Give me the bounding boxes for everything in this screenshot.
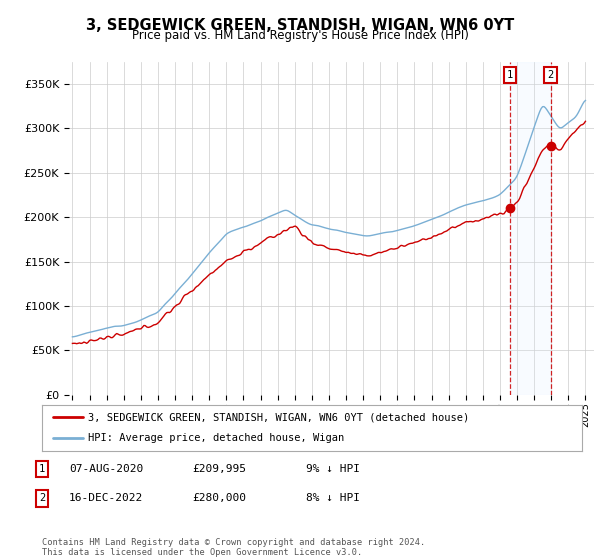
Text: £280,000: £280,000 <box>192 493 246 503</box>
Text: 8% ↓ HPI: 8% ↓ HPI <box>306 493 360 503</box>
Text: £209,995: £209,995 <box>192 464 246 474</box>
Text: 1: 1 <box>39 464 45 474</box>
Text: 07-AUG-2020: 07-AUG-2020 <box>69 464 143 474</box>
Text: 9% ↓ HPI: 9% ↓ HPI <box>306 464 360 474</box>
Text: 16-DEC-2022: 16-DEC-2022 <box>69 493 143 503</box>
Bar <box>510 62 551 395</box>
Text: 1: 1 <box>507 70 514 80</box>
Text: 3, SEDGEWICK GREEN, STANDISH, WIGAN, WN6 0YT: 3, SEDGEWICK GREEN, STANDISH, WIGAN, WN6… <box>86 18 514 34</box>
Text: 3, SEDGEWICK GREEN, STANDISH, WIGAN, WN6 0YT (detached house): 3, SEDGEWICK GREEN, STANDISH, WIGAN, WN6… <box>88 412 469 422</box>
Text: 2: 2 <box>39 493 45 503</box>
Text: Contains HM Land Registry data © Crown copyright and database right 2024.
This d: Contains HM Land Registry data © Crown c… <box>42 538 425 557</box>
Text: 2: 2 <box>547 70 554 80</box>
Text: HPI: Average price, detached house, Wigan: HPI: Average price, detached house, Wiga… <box>88 433 344 444</box>
Text: Price paid vs. HM Land Registry's House Price Index (HPI): Price paid vs. HM Land Registry's House … <box>131 29 469 42</box>
